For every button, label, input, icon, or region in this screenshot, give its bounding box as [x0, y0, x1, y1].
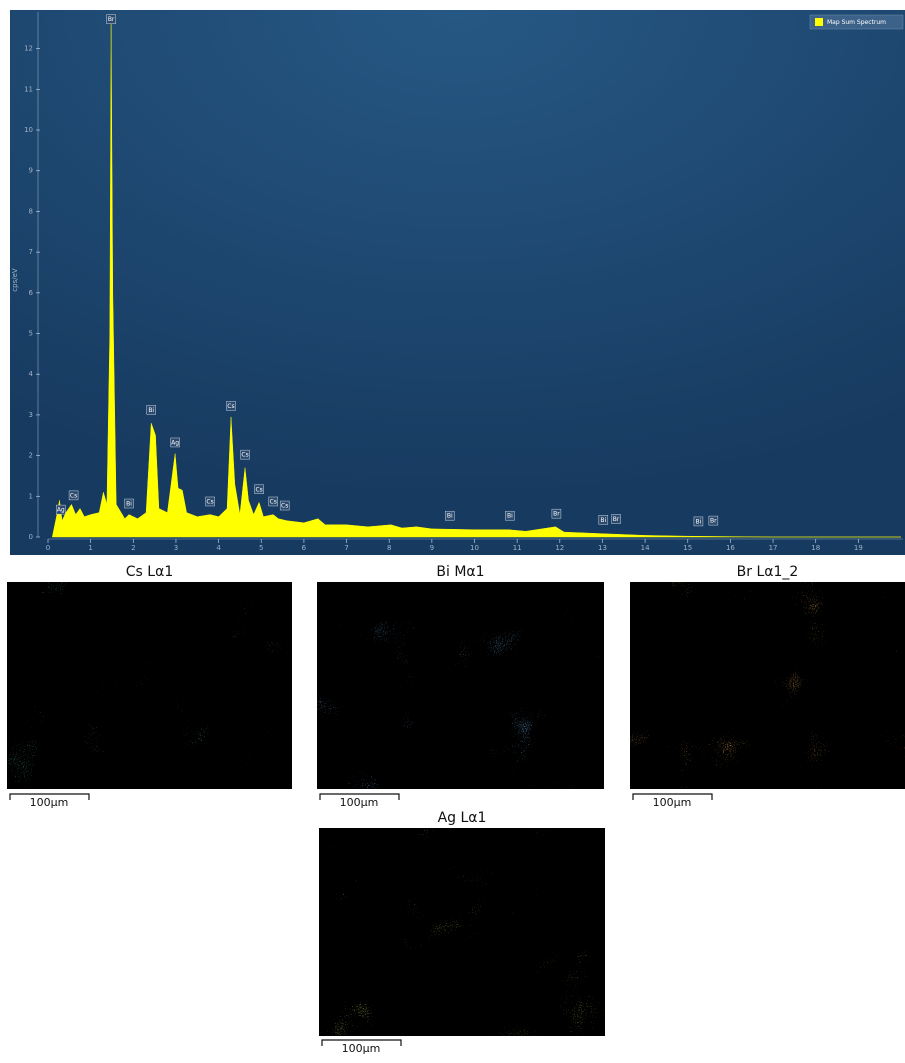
scale-bar-label: 100µm	[30, 796, 69, 809]
x-tick-label: 2	[131, 544, 135, 552]
peak-label: Ag	[171, 439, 179, 446]
x-tick-label: 19	[854, 544, 863, 552]
y-tick-label: 6	[29, 289, 34, 297]
x-tick-label: 17	[769, 544, 778, 552]
peak-label: Br	[710, 518, 717, 525]
y-axis-label: cps/eV	[11, 268, 19, 292]
peak-label: Br	[613, 516, 620, 523]
y-tick-label: 4	[29, 370, 34, 378]
peak-label: Cs	[281, 503, 288, 510]
y-tick-label: 1	[29, 492, 33, 500]
map-title: Br Lα1_2	[737, 564, 799, 580]
y-tick-label: 5	[29, 330, 33, 338]
x-tick-label: 6	[302, 544, 307, 552]
x-tick-label: 13	[598, 544, 607, 552]
x-tick-label: 10	[470, 544, 479, 552]
x-tick-label: 9	[430, 544, 434, 552]
peak-label: Bi	[600, 517, 606, 524]
y-tick-label: 10	[24, 126, 33, 134]
x-tick-label: 1	[88, 544, 92, 552]
x-tick-label: 7	[344, 544, 348, 552]
x-tick-label: 16	[726, 544, 735, 552]
map-title: Ag Lα1	[438, 810, 487, 826]
element-map	[317, 582, 604, 789]
peak-label: Cs	[270, 498, 277, 505]
x-tick-label: 3	[174, 544, 178, 552]
y-tick-label: 9	[29, 167, 33, 175]
figure: cps/eV 012345678910111213141516171819012…	[0, 0, 905, 1059]
element-map	[630, 582, 905, 789]
x-tick-label: 14	[641, 544, 650, 552]
scale-bar-label: 100µm	[653, 796, 692, 809]
peak-label: Cs	[255, 486, 262, 493]
x-tick-label: 12	[555, 544, 564, 552]
y-tick-label: 3	[29, 411, 33, 419]
x-tick-label: 5	[259, 544, 263, 552]
peak-label: Bi	[148, 407, 154, 414]
y-tick-label: 0	[29, 533, 33, 541]
x-tick-label: 18	[811, 544, 820, 552]
peak-label: Bi	[126, 501, 132, 508]
y-tick-label: 12	[24, 45, 33, 53]
y-tick-label: 11	[24, 85, 33, 93]
map-title: Cs Lα1	[126, 564, 173, 580]
spectrum-panel	[10, 10, 905, 555]
legend-swatch	[815, 18, 823, 26]
peak-label: Cs	[70, 492, 77, 499]
y-tick-label: 8	[29, 207, 33, 215]
x-tick-label: 15	[683, 544, 692, 552]
x-tick-label: 4	[216, 544, 221, 552]
legend-label: Map Sum Spectrum	[827, 19, 886, 26]
peak-label: Cs	[227, 403, 234, 410]
map-title: Bi Mα1	[436, 564, 484, 580]
peak-label: Ag	[57, 507, 65, 514]
peak-label: Bi	[696, 518, 702, 525]
peak-label: Cs	[241, 452, 248, 459]
y-tick-label: 7	[29, 248, 33, 256]
x-tick-label: 8	[387, 544, 391, 552]
scale-bar-label: 100µm	[340, 796, 379, 809]
peak-label: Bi	[507, 513, 513, 520]
y-tick-label: 2	[29, 452, 33, 460]
peak-label: Br	[108, 16, 115, 23]
x-tick-label: 11	[513, 544, 522, 552]
peak-label: Bi	[447, 513, 453, 520]
scale-bar-label: 100µm	[342, 1042, 381, 1055]
x-tick-label: 0	[46, 544, 50, 552]
peak-label: Cs	[206, 498, 213, 505]
element-map	[7, 582, 292, 789]
element-map	[319, 828, 605, 1036]
peak-label: Br	[553, 511, 560, 518]
